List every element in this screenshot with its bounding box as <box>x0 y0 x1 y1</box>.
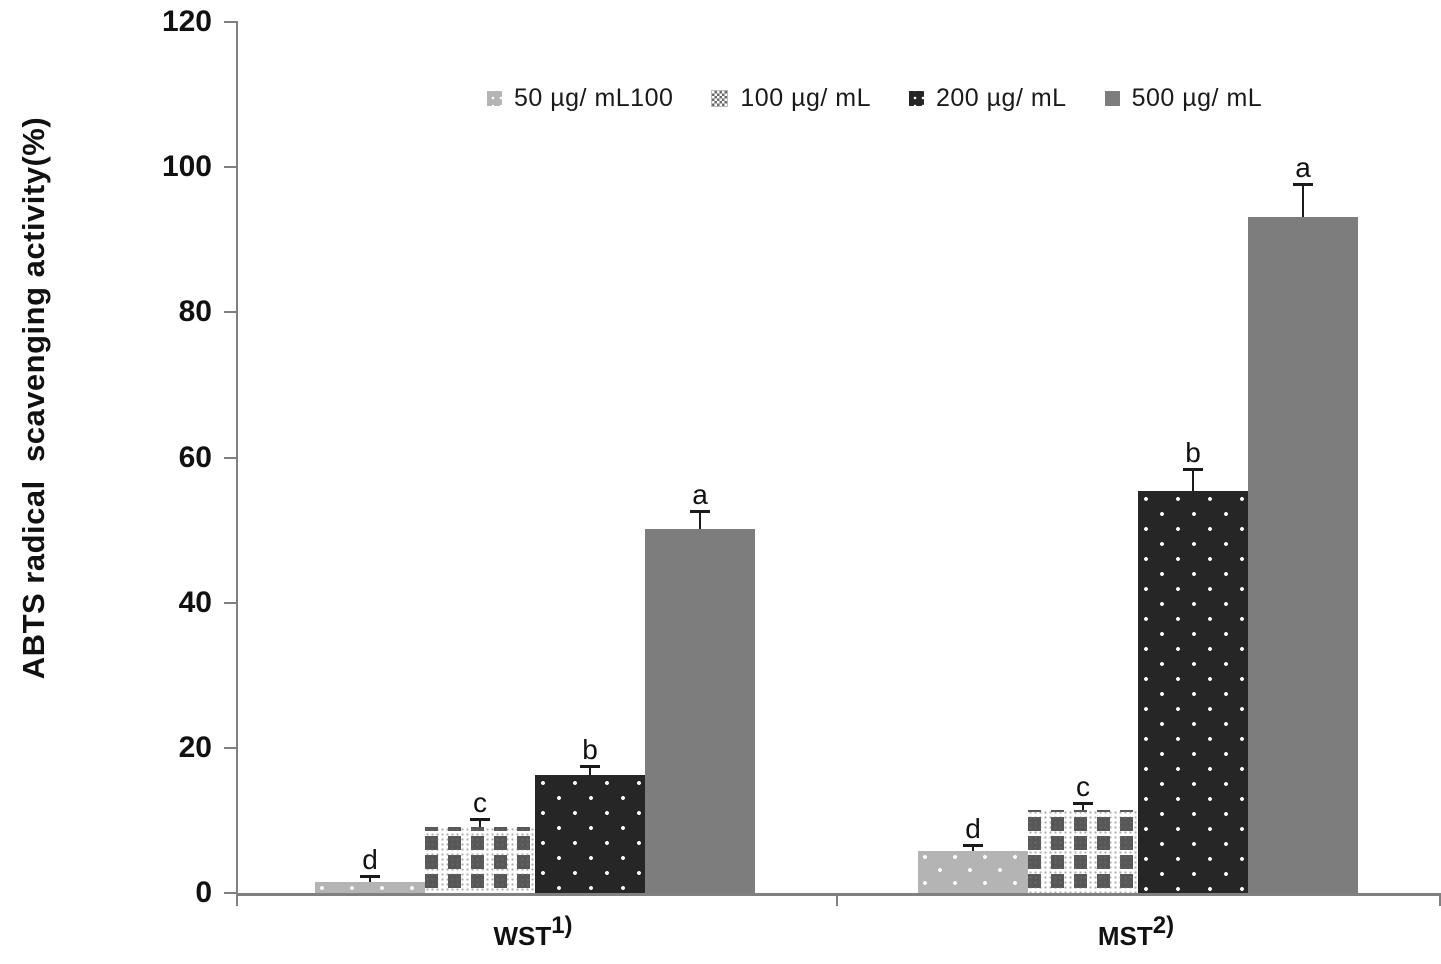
significance-letter: c <box>473 787 487 819</box>
error-bar <box>1082 803 1084 811</box>
error-bar <box>972 845 974 851</box>
error-bar-cap <box>1073 801 1093 805</box>
error-bar-cap <box>1293 182 1313 186</box>
error-bar-cap <box>360 875 380 879</box>
y-tick <box>224 456 238 459</box>
bar-mst-s50 <box>918 850 1028 893</box>
error-bar <box>1302 184 1304 217</box>
y-tick-label: 60 <box>178 440 212 474</box>
y-tick-label: 80 <box>178 295 212 329</box>
bar-wst-s50 <box>315 882 425 893</box>
x-category-label-wst: WST1) <box>493 912 573 951</box>
significance-letter: d <box>362 844 378 876</box>
error-bar-cap <box>690 509 710 513</box>
significance-letter: b <box>1185 436 1201 468</box>
error-bar-cap <box>1183 467 1203 471</box>
bar-mst-s500 <box>1248 216 1358 893</box>
legend-label: 50 µg/ mL100 <box>514 84 674 112</box>
y-axis-tick-labels: 0 20 40 60 80 100 120 <box>108 5 212 909</box>
significance-letter: a <box>692 478 708 510</box>
y-tick-label: 120 <box>161 5 212 38</box>
plot-area: d c b a d c b a <box>224 21 1441 906</box>
significance-letter: d <box>965 812 981 844</box>
bar-mst-s100 <box>1028 810 1138 893</box>
y-tick <box>224 21 238 23</box>
y-tick <box>224 601 238 604</box>
x-category-label-mst: MST2) <box>1097 912 1175 951</box>
legend-swatch-s100 <box>711 90 729 107</box>
x-tick <box>236 896 238 906</box>
y-tick-label: 100 <box>161 150 212 184</box>
error-bar-cap <box>470 818 490 822</box>
error-bar <box>479 820 481 827</box>
y-tick-label: 20 <box>178 730 212 764</box>
error-bar-cap <box>963 843 983 847</box>
error-bar <box>589 766 591 775</box>
y-axis-title: ABTS radical scavenging activity(%) <box>16 116 51 680</box>
error-bar <box>699 511 701 529</box>
y-tick <box>224 746 238 749</box>
legend: 50 µg/ mL100 100 µg/ mL 200 µg/ mL 500 µg/ … <box>487 84 1262 113</box>
legend-item: 100 µg/ mL <box>711 84 871 113</box>
bar-mst-s200 <box>1138 490 1248 893</box>
legend-item: 50 µg/ mL100 <box>487 84 673 113</box>
legend-swatch-s500 <box>1104 91 1120 106</box>
significance-letter: c <box>1076 770 1090 802</box>
y-tick <box>224 892 238 894</box>
legend-label: 200 µg/ mL <box>936 84 1067 112</box>
error-bar-cap <box>580 764 600 768</box>
legend-label: 100 µg/ mL <box>740 84 871 112</box>
legend-item: 200 µg/ mL <box>909 84 1067 113</box>
y-tick <box>224 166 238 169</box>
legend-label: 500 µg/ mL <box>1131 84 1263 112</box>
legend-item: 500 µg/ mL <box>1104 84 1263 113</box>
y-tick <box>224 311 238 314</box>
legend-swatch-s50 <box>487 91 502 106</box>
error-bar <box>1192 469 1194 491</box>
significance-letter: b <box>582 733 598 765</box>
bar-wst-s200 <box>535 774 645 893</box>
y-tick-label: 40 <box>178 585 212 619</box>
bar-wst-s100 <box>425 826 535 893</box>
legend-swatch-s200 <box>909 91 924 106</box>
error-bar <box>369 877 371 883</box>
significance-letter: a <box>1295 151 1311 183</box>
x-tick <box>1439 896 1441 906</box>
x-tick <box>836 896 838 906</box>
bar-wst-s500 <box>645 528 755 893</box>
y-tick-label: 0 <box>195 876 212 909</box>
